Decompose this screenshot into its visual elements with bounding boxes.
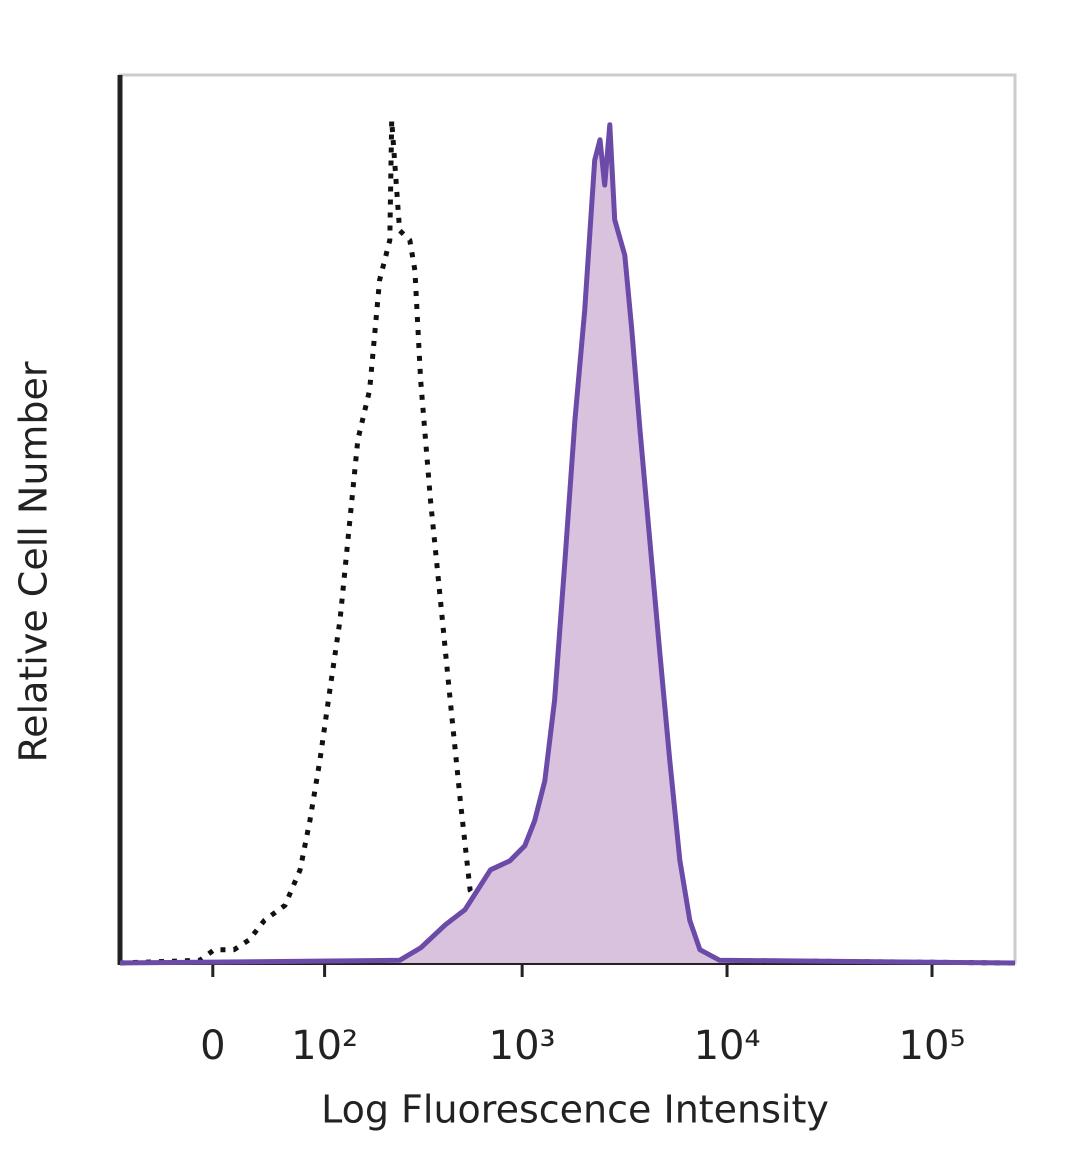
x-tick-label: 10²	[291, 1023, 358, 1069]
x-tick-label: 0	[200, 1023, 225, 1069]
x-tick-label: 10⁴	[694, 1023, 761, 1069]
x-axis-title: Log Fluorescence Intensity	[321, 1088, 829, 1132]
x-tick-label: 10³	[489, 1023, 556, 1069]
x-tick-label: 10⁵	[899, 1023, 966, 1069]
series-line	[119, 122, 1016, 966]
y-axis-title: Relative Cell Number	[12, 361, 56, 762]
